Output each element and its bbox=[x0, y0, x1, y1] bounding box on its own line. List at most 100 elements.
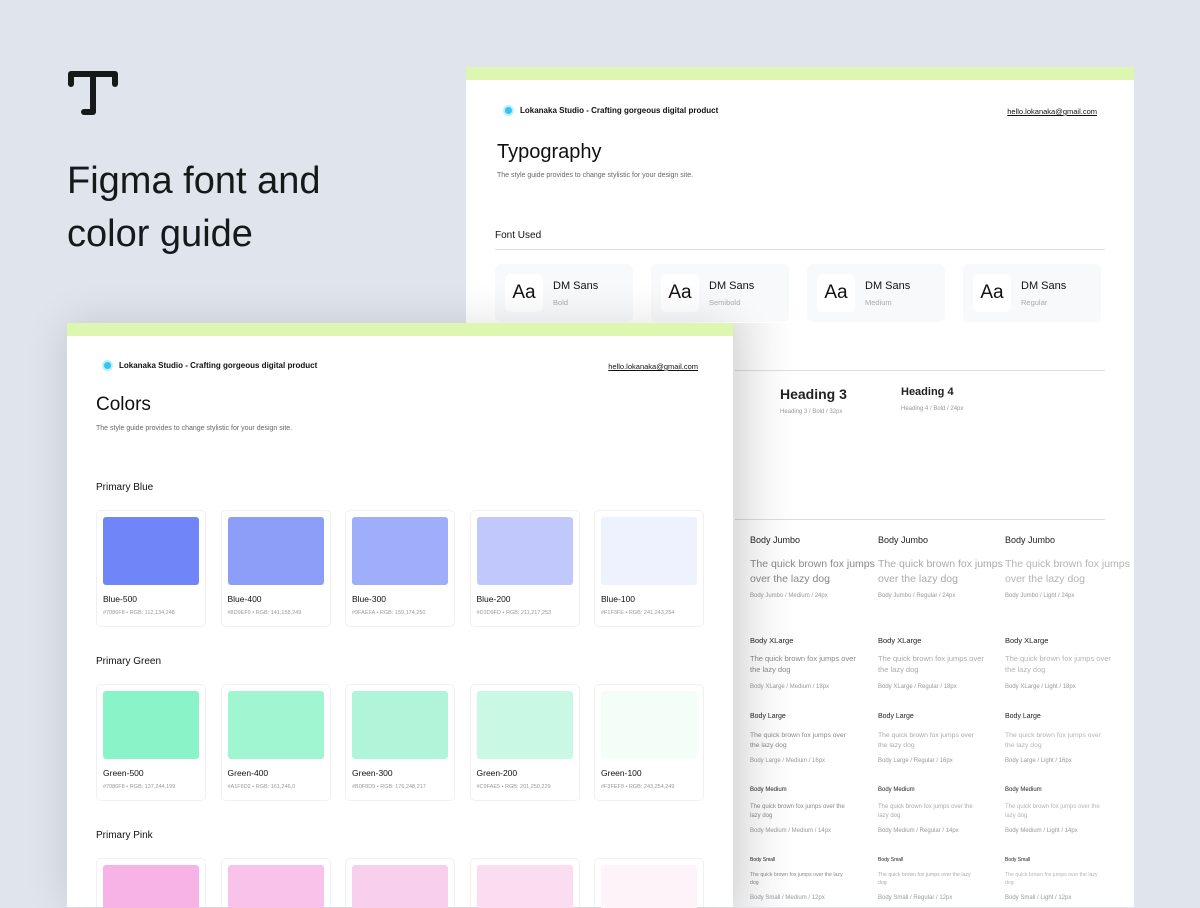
swatch-name: Blue-300 bbox=[352, 594, 387, 604]
swatch-name: Blue-100 bbox=[601, 594, 636, 604]
body-style-label: Body Large bbox=[1005, 713, 1041, 720]
swatch-meta: #F3FEF9 • RGB: 243,254,249 bbox=[601, 784, 675, 790]
page-title: Colors bbox=[96, 394, 151, 415]
body-style-sample: The quick brown fox jumps over the lazy … bbox=[750, 872, 843, 886]
swatch-hex: #9FAEFA bbox=[352, 610, 375, 616]
body-style-label: Body Jumbo bbox=[750, 535, 800, 545]
color-swatch-card[interactable]: Green-400 #A1F6D2 • RGB: 161,246,0 bbox=[220, 684, 331, 801]
body-style-caption: Body Large / Medium / 16px bbox=[750, 758, 826, 764]
color-swatch bbox=[352, 865, 448, 908]
body-style-label: Body Large bbox=[750, 713, 786, 720]
swatch-meta: #F1F3FE • RGB: 241,243,254 bbox=[601, 610, 675, 616]
color-swatch bbox=[227, 517, 324, 585]
body-style-caption: Body Medium / Light / 14px bbox=[1005, 828, 1078, 834]
color-swatch-card[interactable]: Blue-300 #9FAEFA • RGB: 159,174,250 bbox=[345, 510, 455, 627]
font-name: DM Sans bbox=[1021, 279, 1067, 292]
color-swatch-card[interactable]: Green-200 #C9FAE5 • RGB: 201,250,229 bbox=[469, 684, 580, 801]
body-style-caption: Body Small / Light / 12px bbox=[1005, 895, 1072, 901]
studio-name: Lokanaka Studio - Crafting gorgeous digi… bbox=[119, 361, 318, 370]
page-title: Typography bbox=[497, 141, 602, 163]
swatch-rgb: RGB: 112,134,248 bbox=[129, 610, 175, 616]
font-card: Aa DM Sans Bold bbox=[495, 264, 633, 322]
body-style-label: Body Small bbox=[1005, 857, 1031, 863]
swatch-meta: #9FAEFA • RGB: 159,174,250 bbox=[352, 610, 426, 616]
heading-4-sample: Heading 4 bbox=[901, 386, 954, 398]
body-style-label: Body Medium bbox=[750, 787, 787, 793]
body-style-label: Body XLarge bbox=[750, 636, 793, 645]
color-swatch-card[interactable] bbox=[594, 858, 704, 908]
color-swatch-card[interactable]: Blue-200 #D3D9FD • RGB: 211,217,253 bbox=[469, 510, 580, 627]
swatch-rgb: RGB: 243,254,249 bbox=[628, 784, 675, 790]
body-style-caption: Body Medium / Medium / 14px bbox=[750, 828, 832, 834]
color-swatch-card[interactable]: Blue-100 #F1F3FE • RGB: 241,243,254 bbox=[594, 510, 704, 627]
color-swatch bbox=[601, 517, 697, 585]
divider bbox=[735, 519, 1105, 520]
color-swatch bbox=[227, 865, 324, 908]
font-sample: Aa bbox=[505, 274, 543, 312]
font-info: DM Sans Medium bbox=[865, 280, 910, 307]
font-card: Aa DM Sans Regular bbox=[963, 264, 1101, 322]
body-style-label: Body Small bbox=[878, 857, 904, 863]
accent-bar bbox=[67, 323, 733, 336]
swatch-rgb: RGB: 137,244,199 bbox=[129, 784, 176, 790]
swatch-hex: #F1F3FE bbox=[601, 610, 624, 616]
font-info: DM Sans Bold bbox=[553, 280, 598, 307]
color-swatch bbox=[352, 517, 448, 585]
email-link[interactable]: hello.lokanaka@gmail.com bbox=[1007, 107, 1097, 116]
font-card: Aa DM Sans Semibold bbox=[651, 264, 789, 322]
logo-icon bbox=[102, 360, 113, 371]
email-link[interactable]: hello.lokanaka@gmail.com bbox=[608, 362, 698, 371]
swatch-rgb: RGB: 159,174,250 bbox=[379, 610, 426, 616]
body-style-sample: The quick brown fox jumps over the lazy … bbox=[878, 732, 974, 749]
color-swatch bbox=[103, 865, 199, 908]
shadow bbox=[733, 323, 793, 907]
color-swatch-card[interactable] bbox=[345, 858, 455, 908]
swatch-meta: #8D9EF9 • RGB: 141,158,249 bbox=[227, 610, 302, 616]
color-swatch bbox=[352, 691, 448, 759]
color-swatch-card[interactable]: Blue-500 #7086F8 • RGB: 112,134,248 bbox=[96, 510, 206, 627]
swatch-name: Blue-200 bbox=[476, 594, 511, 604]
swatch-hex: #C9FAE5 bbox=[476, 784, 501, 790]
font-sample: Aa bbox=[661, 274, 699, 312]
font-weight: Semibold bbox=[709, 297, 741, 307]
body-style-label: Body Medium bbox=[878, 787, 915, 793]
font-card: Aa DM Sans Medium bbox=[807, 264, 945, 322]
swatch-rgb: RGB: 211,217,253 bbox=[505, 610, 552, 616]
body-style-sample: The quick brown fox jumps over the lazy … bbox=[750, 804, 845, 819]
color-swatch-card[interactable]: Green-100 #F3FEF9 • RGB: 243,254,249 bbox=[594, 684, 704, 801]
accent-bar bbox=[466, 67, 1134, 80]
body-style-label: Body Small bbox=[750, 857, 775, 863]
font-sample: Aa bbox=[817, 274, 855, 312]
swatch-hex: #7086F8 bbox=[103, 610, 125, 616]
swatch-hex: #B0F8D9 bbox=[352, 784, 376, 790]
swatch-meta: #B0F8D9 • RGB: 176,248,217 bbox=[352, 784, 426, 790]
color-swatch-card[interactable] bbox=[469, 858, 580, 908]
body-style-sample: The quick brown fox jumps over the lazy … bbox=[1005, 804, 1100, 819]
swatch-hex: #7086F8 bbox=[103, 784, 125, 790]
swatch-hex: #D3D9FD bbox=[476, 610, 501, 616]
body-style-label: Body Large bbox=[878, 713, 914, 720]
swatch-rgb: RGB: 161,246,0 bbox=[255, 784, 296, 790]
body-style-sample: The quick brown fox jumps over the lazy … bbox=[1005, 872, 1098, 886]
color-swatch-card[interactable]: Green-500 #7086F8 • RGB: 137,244,199 bbox=[96, 684, 206, 801]
swatch-meta: #7086F8 • RGB: 137,244,199 bbox=[103, 784, 176, 790]
swatch-meta: #7086F8 • RGB: 112,134,248 bbox=[103, 610, 175, 616]
color-swatch-card[interactable]: Green-300 #B0F8D9 • RGB: 176,248,217 bbox=[345, 684, 455, 801]
color-swatch-card[interactable] bbox=[96, 858, 206, 908]
studio-header: Lokanaka Studio - Crafting gorgeous digi… bbox=[503, 105, 718, 116]
font-name: DM Sans bbox=[553, 279, 599, 292]
heading-3-caption: Heading 3 / Bold / 32px bbox=[780, 409, 843, 415]
body-style-caption: Body Jumbo / Regular / 24px bbox=[878, 593, 956, 599]
swatch-meta: #C9FAE5 • RGB: 201,250,229 bbox=[476, 784, 551, 790]
font-weight: Bold bbox=[553, 297, 569, 307]
body-style-caption: Body Large / Regular / 16px bbox=[878, 758, 953, 764]
body-style-caption: Body Small / Regular / 12px bbox=[878, 895, 953, 901]
font-name: DM Sans bbox=[865, 279, 911, 292]
body-style-label: Body XLarge bbox=[1005, 636, 1049, 645]
swatch-name: Green-100 bbox=[601, 768, 642, 778]
logo-icon bbox=[503, 105, 514, 116]
body-style-sample: The quick brown fox jumps over the lazy … bbox=[750, 732, 846, 749]
color-swatch-card[interactable] bbox=[220, 858, 331, 908]
color-swatch bbox=[601, 865, 697, 908]
color-swatch-card[interactable]: Blue-400 #8D9EF9 • RGB: 141,158,249 bbox=[220, 510, 331, 627]
